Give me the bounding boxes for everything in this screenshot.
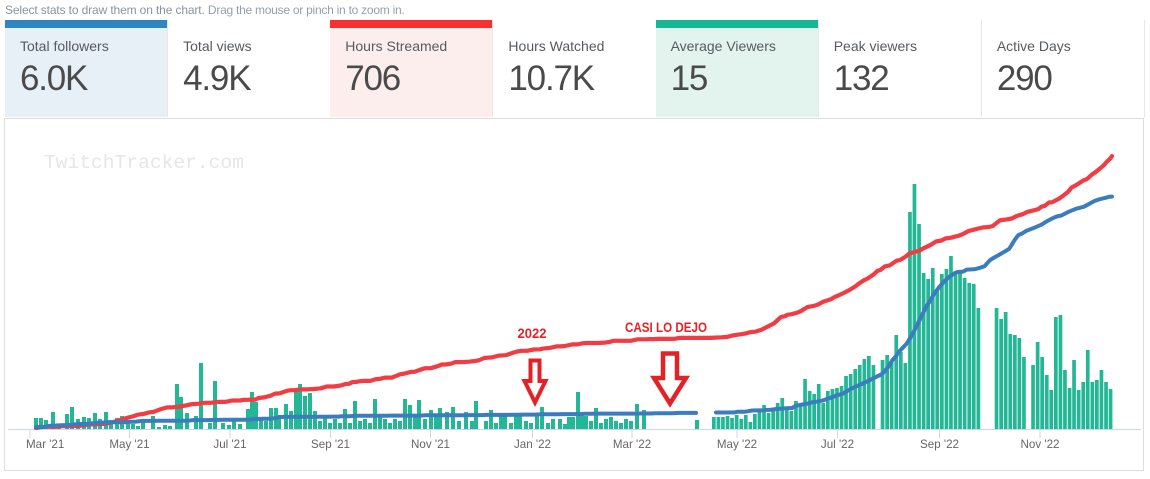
svg-text:Nov '22: Nov '22 [1021, 438, 1060, 451]
svg-text:Jan '22: Jan '22 [514, 438, 551, 451]
svg-text:CASI LO DEJO: CASI LO DEJO [625, 319, 707, 335]
svg-text:Sep '22: Sep '22 [920, 438, 959, 451]
svg-text:2022: 2022 [518, 325, 547, 341]
svg-text:Mar '21: Mar '21 [26, 438, 64, 451]
svg-text:Nov '21: Nov '21 [411, 438, 450, 451]
svg-text:Mar '22: Mar '22 [613, 438, 651, 451]
svg-text:May '21: May '21 [109, 438, 149, 451]
svg-text:Sep '21: Sep '21 [311, 438, 350, 451]
svg-text:Jul '22: Jul '22 [821, 438, 854, 451]
svg-text:May '22: May '22 [717, 438, 757, 451]
svg-text:Jul '21: Jul '21 [213, 438, 246, 451]
